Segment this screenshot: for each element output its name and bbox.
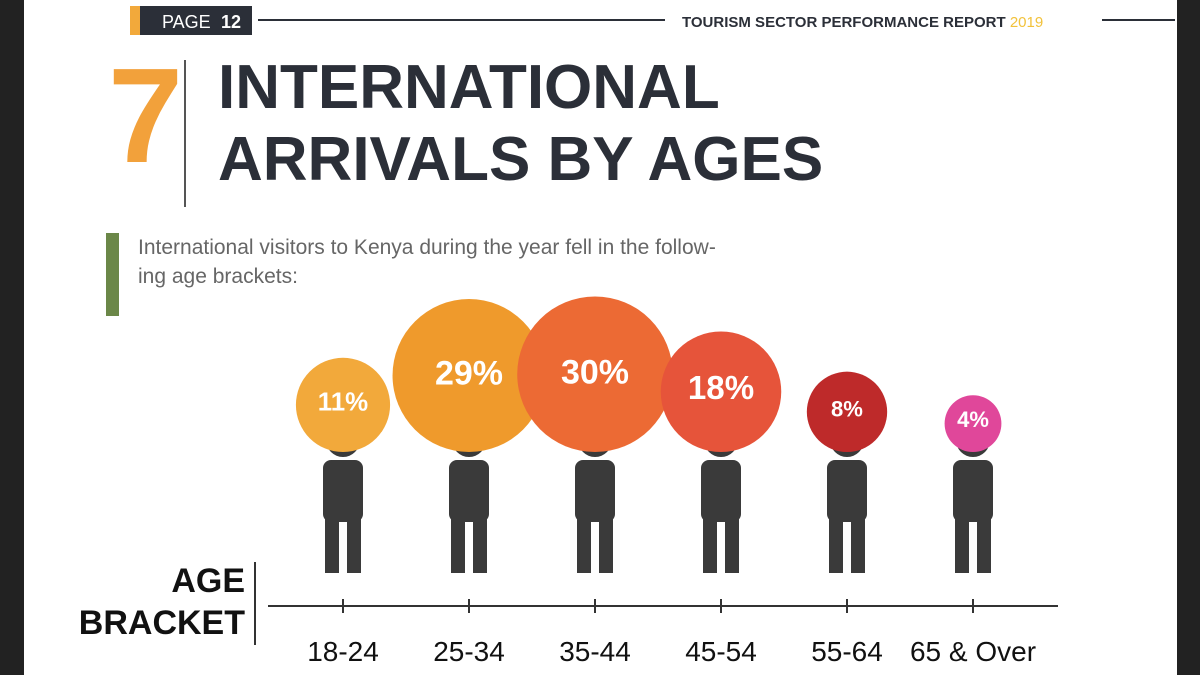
bubble: [944, 395, 1002, 452]
x-tick-label: 18-24: [307, 636, 379, 667]
bubble: [295, 357, 391, 452]
person-icon: [451, 515, 465, 573]
bubble: [806, 371, 888, 452]
person-icon: [575, 460, 615, 522]
value-label: 4%: [957, 407, 989, 432]
person-icon: [703, 515, 717, 573]
bubble: [392, 299, 546, 452]
person-icon: [325, 515, 339, 573]
report-title: TOURISM SECTOR PERFORMANCE REPORT 2019: [682, 14, 1043, 31]
value-label: 30%: [561, 354, 629, 392]
person-icon: [577, 515, 591, 573]
person-icon: [977, 515, 991, 573]
section-number: 7: [108, 40, 183, 191]
value-label: 18%: [688, 370, 754, 407]
person-icon: [953, 460, 993, 522]
value-label: 8%: [831, 397, 863, 422]
person-icon: [347, 515, 361, 573]
chart-title: ARRIVALS BY AGES: [218, 125, 823, 194]
person-icon: [829, 515, 843, 573]
chart-title: INTERNATIONAL: [218, 53, 720, 122]
intro-text: International visitors to Kenya during t…: [138, 236, 716, 259]
x-tick-label: 55-64: [811, 636, 883, 667]
page-tag-accent: [130, 6, 140, 35]
x-tick-label: 65 & Over: [910, 636, 1036, 667]
person-icon: [725, 515, 739, 573]
report-year: 2019: [1010, 14, 1043, 31]
person-icon: [323, 460, 363, 522]
person-icon: [827, 460, 867, 522]
bubble: [660, 331, 782, 453]
person-icon: [701, 460, 741, 522]
value-label: 29%: [435, 355, 503, 393]
x-tick-label: 25-34: [433, 636, 505, 667]
x-tick-label: 45-54: [685, 636, 757, 667]
report-name: TOURISM SECTOR PERFORMANCE REPORT: [682, 14, 1006, 31]
intro-text: ing age brackets:: [138, 265, 298, 288]
person-icon: [449, 460, 489, 522]
page-label: PAGE: [162, 12, 211, 32]
x-axis-label: BRACKET: [79, 604, 245, 642]
value-label: 11%: [318, 389, 368, 417]
person-icon: [473, 515, 487, 573]
person-icon: [955, 515, 969, 573]
page-number: 12: [221, 12, 241, 32]
x-axis-label: AGE: [171, 562, 245, 600]
x-tick-label: 35-44: [559, 636, 631, 667]
intro-accent: [106, 233, 119, 316]
person-icon: [599, 515, 613, 573]
person-icon: [851, 515, 865, 573]
page-tag: [140, 6, 252, 35]
bubble: [517, 296, 673, 452]
